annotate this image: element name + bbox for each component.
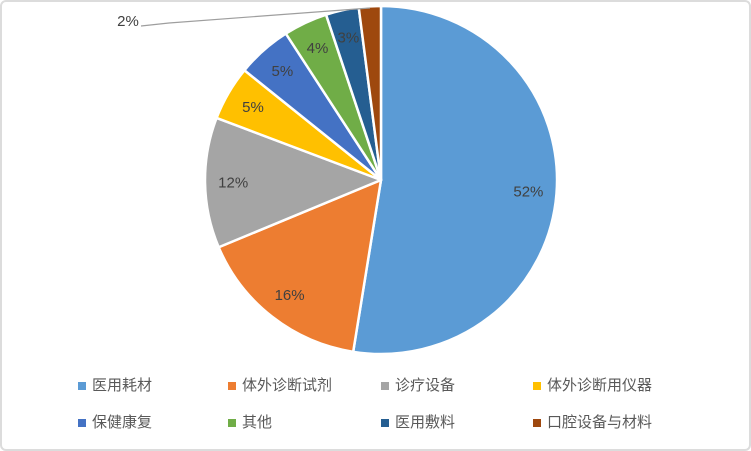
pie-slice-0: [351, 4, 559, 356]
data-label: 4%: [307, 40, 329, 57]
legend-item-3: 体外诊断用仪器: [533, 377, 652, 394]
legend-swatch-4: [78, 418, 86, 427]
pie-slice-1: [217, 178, 383, 354]
legend-label-2: 诊疗设备: [395, 377, 456, 394]
legend-item-0: 医用耗材: [78, 377, 152, 394]
legend-item-1: 体外诊断试剂: [228, 377, 332, 394]
data-label: 5%: [242, 99, 264, 116]
data-label: 52%: [513, 184, 543, 201]
pie-slice-2: [203, 116, 383, 249]
legend-swatch-3: [533, 381, 541, 390]
legend-label-1: 体外诊断试剂: [242, 377, 333, 394]
leader-line: [140, 7, 371, 27]
legend-label-6: 医用敷料: [395, 414, 456, 431]
legend-item-4: 保健康复: [78, 414, 152, 431]
legend-label-7: 口腔设备与材料: [547, 414, 653, 431]
legend-label-4: 保健康复: [92, 414, 153, 431]
legend-item-7: 口腔设备与材料: [533, 414, 652, 431]
legend-swatch-1: [228, 381, 236, 390]
data-label: 5%: [272, 63, 294, 80]
legend-swatch-2: [381, 381, 389, 390]
legend-label-5: 其他: [242, 414, 273, 431]
legend-item-5: 其他: [228, 414, 272, 431]
data-label: 16%: [275, 287, 305, 304]
pie-slice-7: [357, 4, 383, 182]
legend-label-0: 医用耗材: [92, 377, 153, 394]
legend-swatch-7: [533, 418, 541, 427]
legend-label-3: 体外诊断用仪器: [547, 377, 653, 394]
legend-item-6: 医用敷料: [381, 414, 455, 431]
data-label: 12%: [218, 174, 248, 191]
data-label: 3%: [338, 29, 360, 46]
legend-swatch-6: [381, 418, 389, 427]
legend-swatch-5: [228, 418, 236, 427]
legend-swatch-0: [78, 381, 86, 390]
legend-item-2: 诊疗设备: [381, 377, 455, 394]
data-label-outside: 2%: [117, 13, 139, 30]
